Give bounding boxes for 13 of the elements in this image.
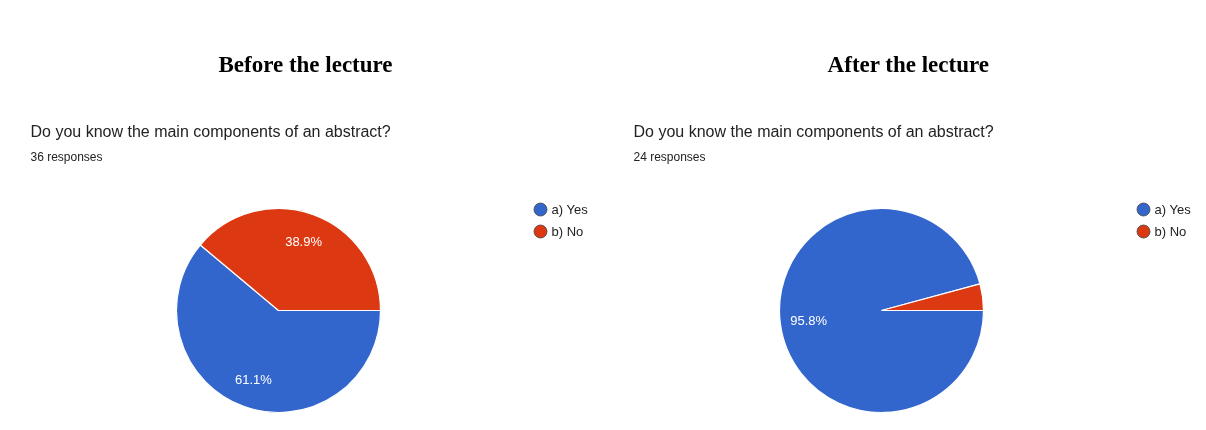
legend-label: b) No [551,224,584,239]
text: 24 responses [633,149,706,164]
data-label: 95.8% [790,312,828,328]
data-label: 38.9% [285,233,323,249]
chart-subtitle: Do you know the main components of an abstract? [633,123,994,140]
chart-title: Before the lecture [218,52,393,77]
chart-subtitle: Do you know the main components of an abstract? [30,123,391,140]
text: 36 responses [30,149,103,164]
chart-title: After the lecture [827,52,989,77]
legend-label: a) Yes [551,202,589,217]
legend-label: a) Yes [1154,202,1192,217]
legend-label: b) No [1154,224,1187,239]
data-label: 61.1% [234,372,273,388]
